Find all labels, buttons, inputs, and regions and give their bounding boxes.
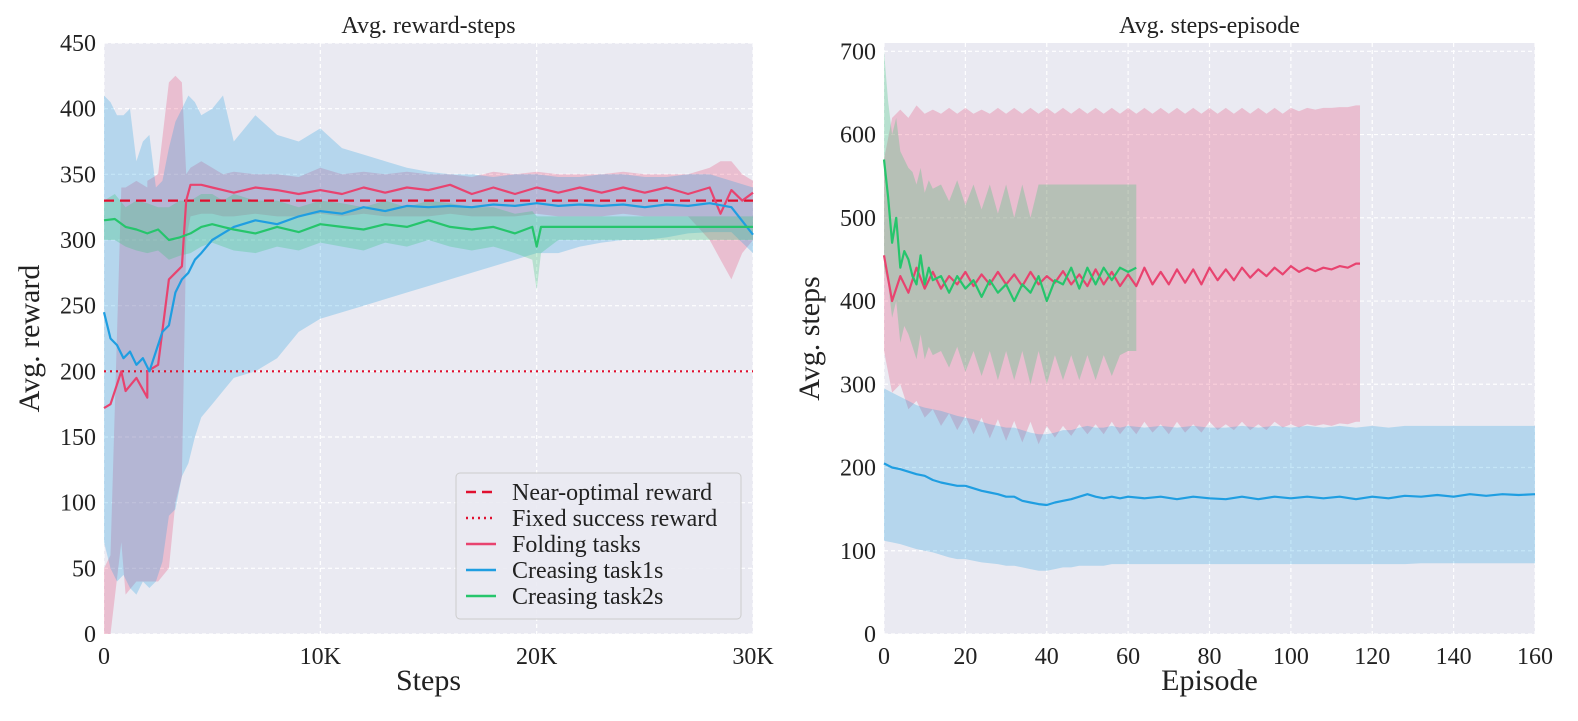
line-folding-tasks (103, 183, 754, 410)
series-lines (102, 183, 754, 410)
legend-label-creasing-task2s: Creasing task2s (512, 584, 663, 610)
chart-title: Avg. reward-steps (341, 13, 515, 39)
tick-labels: 0 10K 20K 30K 0 50 100 150 200 250 300 350 400 450 (60, 31, 774, 670)
gridlines (883, 43, 1536, 635)
legend-label-folding: Folding tasks (512, 532, 641, 558)
y-tick-label: 700 (840, 39, 876, 65)
x-tick-label: 10K (300, 644, 342, 670)
x-axis-label: Steps (396, 664, 461, 697)
x-tick-label: 0 (98, 644, 110, 670)
y-tick-label: 300 (840, 372, 876, 398)
y-tick-label: 0 (84, 622, 96, 648)
band-creasing-task1s (884, 388, 1535, 571)
confidence-bands (884, 51, 1535, 571)
y-tick-label: 100 (840, 539, 876, 565)
y-tick-label: 200 (840, 456, 876, 482)
x-tick-label: 140 (1436, 644, 1472, 670)
legend: Near-optimal reward Fixed success reward… (455, 472, 742, 620)
y-axis-label: Avg. reward (13, 265, 46, 413)
y-tick-label: 400 (60, 97, 96, 123)
band-creasing-task2s (884, 51, 1137, 385)
y-tick-label: 350 (60, 162, 96, 188)
line-creasing-task1s (102, 202, 754, 373)
series-lines (882, 159, 1536, 507)
line-creasing-task2s (882, 159, 1137, 303)
x-tick-label: 160 (1517, 644, 1553, 670)
legend-box (455, 472, 742, 620)
legend-label-near-optimal: Near-optimal reward (512, 480, 712, 506)
tick-labels: 0 20 40 60 80 100 120 140 160 0 100 200 300 400 500 600… (840, 39, 1553, 670)
y-axis-label: Avg. steps (793, 276, 826, 400)
band-creasing-task2s (104, 194, 753, 290)
y-tick-label: 400 (840, 289, 876, 315)
legend-label-creasing-task1s: Creasing task1s (512, 558, 663, 584)
y-tick-label: 150 (60, 425, 96, 451)
x-tick-label: 20 (953, 644, 977, 670)
chart-title: Avg. steps-episode (1119, 13, 1300, 39)
x-tick-label: 0 (878, 644, 890, 670)
x-tick-label: 20K (516, 644, 558, 670)
y-tick-label: 300 (60, 228, 96, 254)
x-tick-label: 120 (1354, 644, 1390, 670)
y-tick-label: 50 (72, 556, 96, 582)
x-tick-label: 60 (1116, 644, 1140, 670)
line-creasing-task2s (103, 217, 753, 248)
band-folding-tasks (104, 75, 753, 635)
panel-avg-steps-episode: 0 20 40 60 80 100 120 140 160 0 100 200 300 400 500 600… (793, 13, 1553, 697)
confidence-bands (104, 75, 753, 635)
y-tick-label: 500 (840, 206, 876, 232)
y-tick-label: 200 (60, 359, 96, 385)
x-tick-label: 40 (1035, 644, 1059, 670)
x-tick-label: 80 (1198, 644, 1222, 670)
line-creasing-task1s (883, 462, 1536, 507)
band-folding-tasks (884, 105, 1360, 445)
y-tick-label: 600 (840, 123, 876, 149)
band-creasing-task1s (104, 95, 753, 595)
panel-avg-reward-steps: 0 10K 20K 30K 0 50 100 150 200 250 300 350 400 450 Av… (13, 13, 774, 697)
legend-label-fixed-success: Fixed success reward (512, 506, 717, 532)
x-axis-label: Episode (1161, 664, 1258, 697)
x-tick-label: 30K (732, 644, 774, 670)
y-tick-label: 0 (864, 622, 876, 648)
line-folding-tasks (882, 255, 1360, 303)
y-tick-label: 100 (60, 491, 96, 517)
x-tick-label: 100 (1273, 644, 1309, 670)
y-tick-label: 250 (60, 294, 96, 320)
y-tick-label: 450 (60, 31, 96, 57)
